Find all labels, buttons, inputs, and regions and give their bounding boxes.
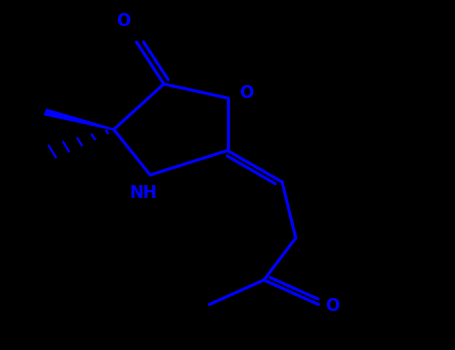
Text: O: O [239,84,253,102]
Text: NH: NH [130,184,157,202]
Text: O: O [325,297,339,315]
Text: O: O [116,12,130,30]
Polygon shape [44,109,114,130]
